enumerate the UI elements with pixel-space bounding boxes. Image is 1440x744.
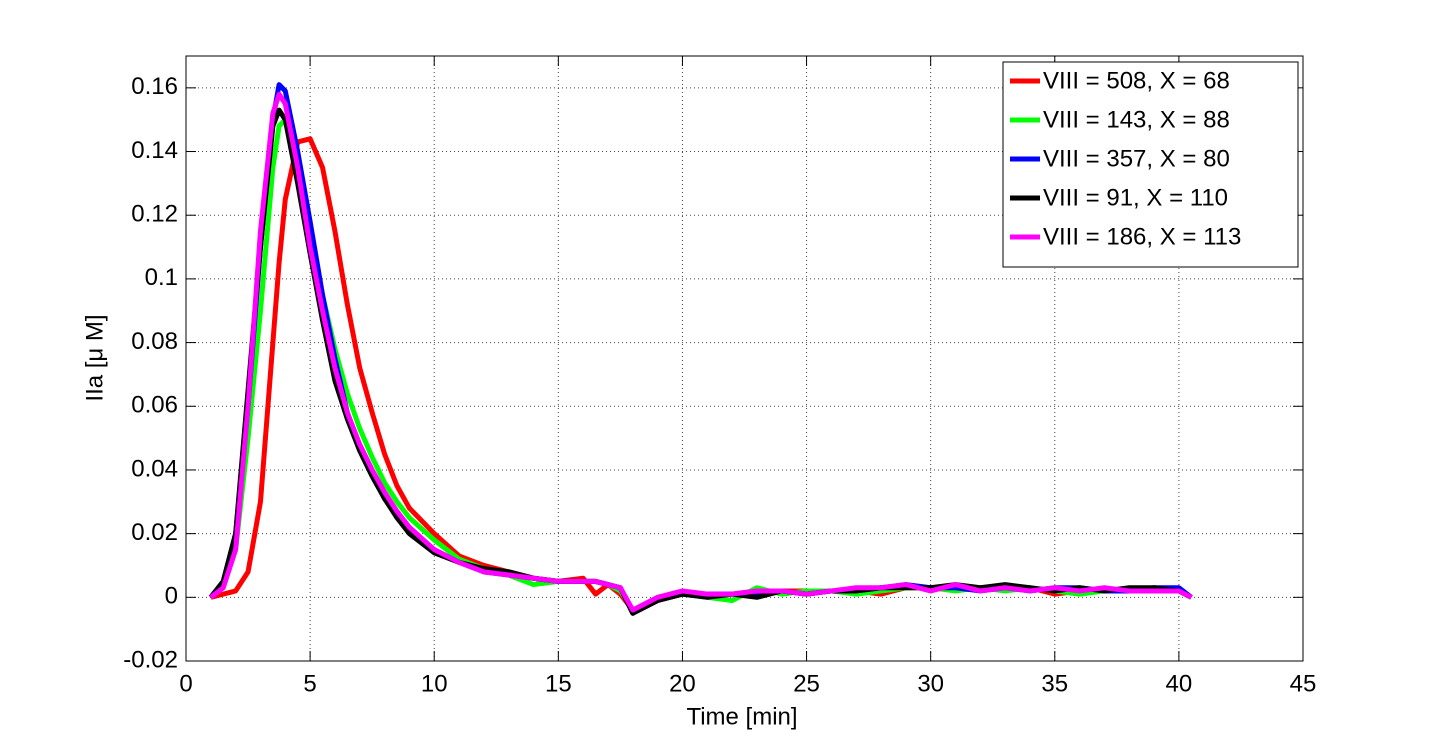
x-tick-label: 5 xyxy=(303,670,316,697)
x-tick-label: 20 xyxy=(669,670,696,697)
x-tick-label: 0 xyxy=(179,670,192,697)
x-axis-label: Time [min] xyxy=(686,703,797,730)
x-tick-label: 40 xyxy=(1166,670,1193,697)
x-tick-label: 10 xyxy=(421,670,448,697)
data-line xyxy=(209,91,1193,613)
y-axis-label: IIa [μ M] xyxy=(81,314,108,401)
y-tick-label: 0 xyxy=(165,583,178,610)
plot-frame xyxy=(185,55,1304,662)
legend-label: VIII = 508, X = 68 xyxy=(1043,67,1230,94)
legend-label: VIII = 91, X = 110 xyxy=(1043,184,1228,211)
legend-label: VIII = 357, X = 80 xyxy=(1043,145,1230,172)
y-tick-label: 0.1 xyxy=(145,264,178,291)
x-tick-label: 35 xyxy=(1041,670,1068,697)
y-tick-label: 0.08 xyxy=(131,328,178,355)
y-tick-label: 0.06 xyxy=(131,392,178,419)
y-tick-label: 0.16 xyxy=(131,73,178,100)
legend-box xyxy=(1002,61,1299,268)
y-tick-label: 0.04 xyxy=(131,455,178,482)
x-tick-label: 15 xyxy=(545,670,572,697)
y-tick-label: 0.02 xyxy=(131,519,178,546)
x-tick-label: 45 xyxy=(1290,670,1317,697)
legend-label: VIII = 186, X = 113 xyxy=(1043,223,1241,250)
y-tick-label: -0.02 xyxy=(123,646,178,673)
legend-label: VIII = 143, X = 88 xyxy=(1043,106,1230,133)
x-tick-label: 30 xyxy=(917,670,944,697)
y-tick-label: 0.14 xyxy=(131,137,178,164)
y-tick-label: 0.12 xyxy=(131,201,178,228)
x-tick-label: 25 xyxy=(793,670,820,697)
